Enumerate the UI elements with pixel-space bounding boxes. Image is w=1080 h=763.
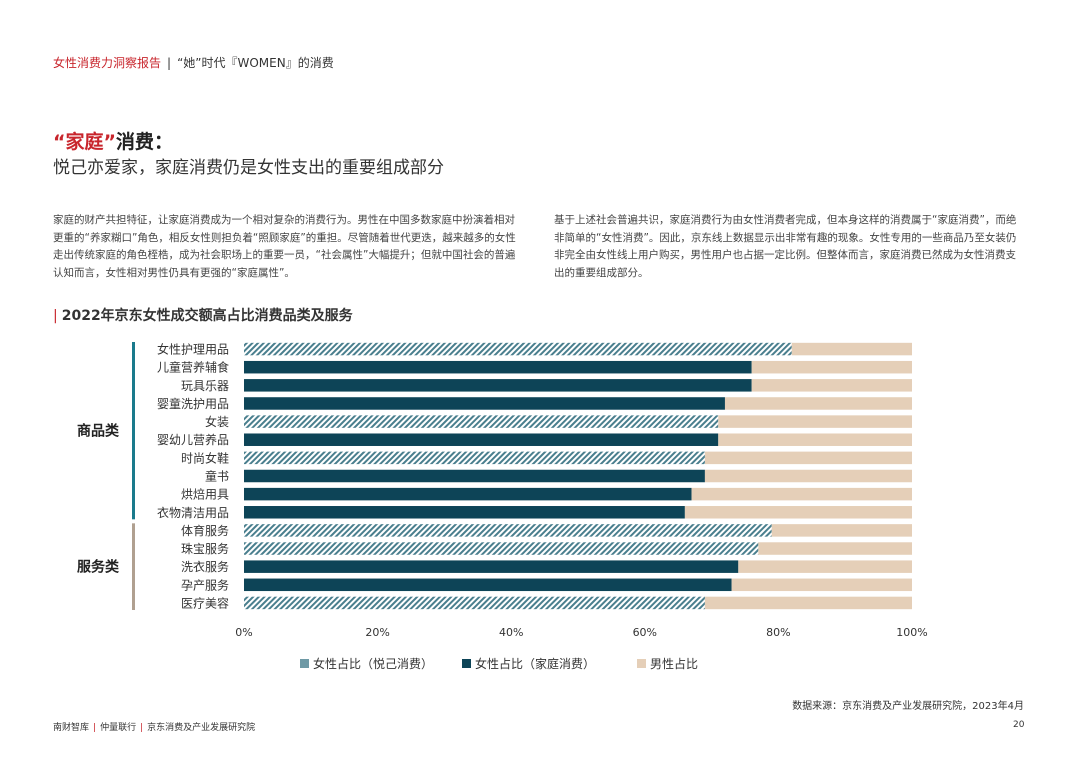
- bar-female-self: [244, 596, 705, 610]
- footer-sep-1: |: [93, 723, 97, 733]
- report-name: 女性消费力洞察报告: [53, 56, 162, 70]
- bar-female-self: [244, 451, 705, 465]
- bar-male: [771, 524, 912, 537]
- bar-male: [704, 596, 912, 610]
- footer-org-3: 京东消费及产业发展研究院: [147, 723, 256, 733]
- group-label: 商品类: [77, 423, 120, 440]
- footer-org-2: 仲量联行: [100, 723, 137, 733]
- bar-male: [731, 578, 912, 592]
- legend-layer: 女性占比（悦己消费） 女性占比（家庭消费） 男性占比: [300, 656, 698, 671]
- report-header: 女性消费力洞察报告 | “她”时代『WOMEN』的消费: [53, 54, 334, 71]
- bar-female-self: [244, 415, 719, 428]
- bar-male: [684, 506, 912, 519]
- bar-female-family: [244, 506, 685, 519]
- bar-male: [758, 542, 912, 555]
- category-label: 女性护理用品: [157, 342, 229, 357]
- category-label: 衣物清洁用品: [157, 505, 229, 520]
- x-tick-label: 40%: [499, 626, 523, 639]
- bar-male: [738, 560, 912, 573]
- page-number: 20: [1013, 720, 1025, 730]
- legend-label: 女性占比（家庭消费）: [475, 656, 595, 671]
- category-label: 体育服务: [181, 523, 229, 538]
- bar-female-self: [244, 542, 759, 555]
- category-label: 时尚女鞋: [181, 450, 229, 465]
- bar-female-family: [244, 360, 752, 374]
- bar-female-family: [244, 487, 692, 501]
- paragraph-right: 基于上述社会普遍共识，家庭消费行为由女性消费者完成，但本身这样的消费属于“家庭消…: [554, 214, 1017, 279]
- bar-male: [691, 487, 912, 501]
- bar-female-family: [244, 578, 732, 592]
- group-label: 服务类: [77, 559, 120, 576]
- bar-male: [751, 360, 912, 374]
- chart-title-text: 2022年京东女性成交额高占比消费品类及服务: [61, 308, 353, 324]
- chart-title-marker: |: [53, 308, 58, 324]
- legend-swatch: [462, 659, 471, 668]
- x-tick-label: 100%: [896, 626, 927, 639]
- legend-swatch: [300, 659, 309, 668]
- bar-male: [704, 469, 912, 483]
- bars-layer: [244, 342, 912, 610]
- section-subtitle: 悦己亦爱家，家庭消费仍是女性支出的重要组成部分: [53, 158, 444, 178]
- group-bracket: [132, 523, 135, 610]
- report-subtitle: “她”时代『WOMEN』的消费: [177, 56, 334, 70]
- chart-title: | 2022年京东女性成交额高占比消费品类及服务: [53, 305, 353, 325]
- bar-female-family: [244, 397, 725, 410]
- legend-swatch: [637, 659, 646, 668]
- category-label: 烘焙用具: [181, 487, 229, 502]
- bar-male: [791, 342, 912, 356]
- x-tick-label: 20%: [365, 626, 389, 639]
- header-separator: |: [167, 56, 172, 70]
- x-tick-label: 80%: [766, 626, 790, 639]
- category-label: 童书: [205, 469, 229, 484]
- bar-male: [718, 415, 912, 428]
- x-tick-label: 0%: [235, 626, 252, 639]
- legend-label: 男性占比: [650, 656, 698, 671]
- category-label: 医疗美容: [181, 595, 229, 610]
- category-label: 女装: [205, 414, 229, 429]
- section-title-rest: 消费：: [115, 131, 173, 153]
- bar-male: [751, 379, 912, 392]
- footer-sep-2: |: [140, 723, 144, 733]
- bar-female-family: [244, 433, 719, 446]
- bar-female-self: [244, 342, 792, 356]
- category-label: 珠宝服务: [181, 541, 229, 556]
- bar-female-self: [244, 524, 772, 537]
- category-label: 孕产服务: [181, 577, 229, 592]
- category-label: 玩具乐器: [181, 379, 229, 393]
- section-title-highlight: “家庭”: [53, 131, 116, 153]
- bar-male: [718, 433, 912, 446]
- paragraph-left: 家庭的财产共担特征，让家庭消费成为一个相对复杂的消费行为。男性在中国多数家庭中扮…: [53, 214, 516, 279]
- data-source: 数据来源：京东消费及产业发展研究院，2023年4月: [792, 701, 1024, 712]
- category-label: 婴幼儿营养品: [157, 432, 229, 447]
- section-title: “家庭”消费：: [53, 127, 173, 154]
- category-label: 儿童营养辅食: [157, 360, 229, 375]
- bar-male: [724, 397, 912, 410]
- bar-male: [704, 451, 912, 465]
- x-tick-label: 60%: [633, 626, 657, 639]
- legend-label: 女性占比（悦己消费）: [313, 656, 433, 671]
- bar-female-family: [244, 469, 705, 483]
- category-label: 婴童洗护用品: [157, 396, 229, 411]
- category-label: 洗衣服务: [181, 559, 229, 574]
- labels-layer: 0% 20% 40% 60% 80% 100% 女性护理用品儿童营养辅食玩具乐器婴童洗护用品…: [77, 342, 928, 639]
- footer-org-1: 南财智库: [53, 723, 90, 733]
- bar-female-family: [244, 379, 752, 392]
- group-bracket: [132, 342, 135, 520]
- footer-orgs: 南财智库 | 仲量联行 | 京东消费及产业发展研究院: [53, 720, 255, 733]
- bar-female-family: [244, 560, 739, 573]
